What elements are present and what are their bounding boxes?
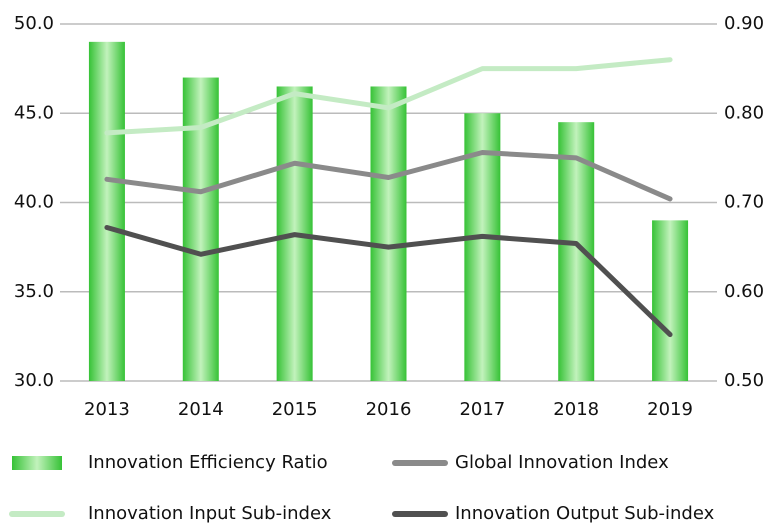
y-tick-label: 40.0 bbox=[14, 192, 54, 213]
y2-tick-label: 0.60 bbox=[724, 281, 764, 302]
x-tick-label: 2014 bbox=[178, 399, 224, 420]
line bbox=[104, 224, 673, 338]
bar bbox=[652, 220, 689, 381]
x-tick-label: 2017 bbox=[459, 399, 505, 420]
y-tick-label: 45.0 bbox=[14, 102, 54, 123]
legend-label: Global Innovation Index bbox=[455, 452, 669, 473]
legend-label: Innovation Output Sub-index bbox=[455, 503, 715, 524]
legend-label: Innovation Efficiency Ratio bbox=[88, 452, 328, 473]
y-tick-label: 50.0 bbox=[14, 13, 54, 34]
y2-tick-label: 0.70 bbox=[724, 192, 764, 213]
legend-swatch bbox=[12, 456, 62, 470]
line bbox=[104, 57, 673, 136]
y2-tick-label: 0.50 bbox=[724, 370, 764, 391]
bar bbox=[370, 86, 407, 381]
x-tick-label: 2016 bbox=[366, 399, 412, 420]
x-tick-label: 2018 bbox=[553, 399, 599, 420]
y2-tick-label: 0.80 bbox=[724, 102, 764, 123]
x-tick-label: 2013 bbox=[84, 399, 130, 420]
x-tick-label: 2019 bbox=[647, 399, 693, 420]
y-tick-label: 35.0 bbox=[14, 281, 54, 302]
bar bbox=[88, 41, 125, 381]
y-tick-label: 30.0 bbox=[14, 370, 54, 391]
x-tick-label: 2015 bbox=[272, 399, 318, 420]
y2-tick-label: 0.90 bbox=[724, 13, 764, 34]
legend-label: Innovation Input Sub-index bbox=[88, 503, 332, 524]
line bbox=[104, 150, 673, 202]
